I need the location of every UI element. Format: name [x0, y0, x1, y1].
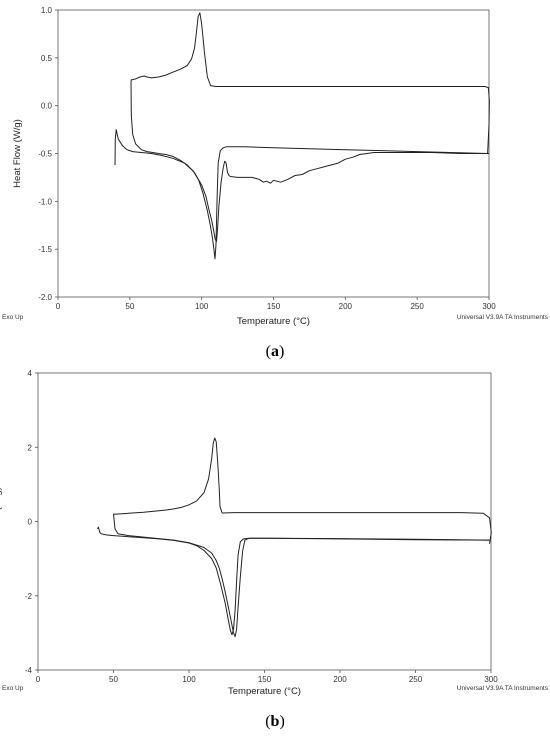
y-tick-label: 2 — [28, 443, 33, 452]
series-line-2 — [130, 12, 490, 242]
x-tick-label: 250 — [410, 302, 424, 311]
y-tick-label: 4 — [28, 369, 33, 378]
x-tick-label: 300 — [484, 675, 498, 684]
panel-caption: (b) — [265, 713, 285, 730]
instrument-label: Universal V3.9A TA Instruments — [457, 685, 549, 692]
y-tick-label: -1.5 — [38, 245, 52, 254]
plot-frame — [57, 9, 490, 298]
x-tick-label: 100 — [182, 675, 196, 684]
y-tick-label: -0.5 — [38, 150, 52, 159]
panel-caption: (a) — [266, 343, 285, 360]
series-line-1 — [97, 526, 490, 636]
series-line-2 — [113, 437, 492, 638]
y-tick-label: 0.5 — [41, 54, 53, 63]
y-tick-label: 0 — [28, 518, 33, 527]
y-axis-title: Heat Flow (W/g) — [0, 487, 3, 556]
x-tick-label: 250 — [409, 675, 423, 684]
x-tick-label: 100 — [195, 302, 209, 311]
panel-a: 1.0 0.5 0.0 -0.5 -1.0 -1.5 -2.0 0 50 100 150 200 250… — [2, 6, 549, 360]
x-tick-label: 0 — [36, 675, 41, 684]
plot-frame — [37, 372, 492, 671]
x-tick-label: 150 — [267, 302, 281, 311]
x-tick-label: 200 — [333, 675, 347, 684]
y-tick-label: -2 — [25, 592, 33, 601]
y-axis-title: Heat Flow (W/g) — [12, 119, 23, 188]
instrument-label: Universal V3.9A TA Instruments — [457, 314, 549, 321]
y-tick-label: -4 — [25, 666, 33, 675]
x-tick-label: 0 — [56, 302, 61, 311]
x-tick-label: 200 — [339, 302, 353, 311]
x-tick-label: 150 — [258, 675, 272, 684]
x-axis-title: Temperature (°C) — [228, 686, 301, 697]
x-tick-label: 50 — [125, 302, 134, 311]
y-tick-label: 1.0 — [41, 6, 53, 15]
y-tick-label: -2.0 — [38, 293, 52, 302]
exo-up-label: Exo Up — [2, 685, 24, 692]
y-tick-label: -1.0 — [38, 197, 52, 206]
x-tick-label: 300 — [482, 302, 496, 311]
exo-up-label: Exo Up — [2, 314, 24, 321]
y-tick-label: 0.0 — [41, 102, 53, 111]
x-axis-title: Temperature (°C) — [237, 316, 310, 327]
x-tick-label: 50 — [109, 675, 118, 684]
series-line-1 — [114, 129, 488, 260]
